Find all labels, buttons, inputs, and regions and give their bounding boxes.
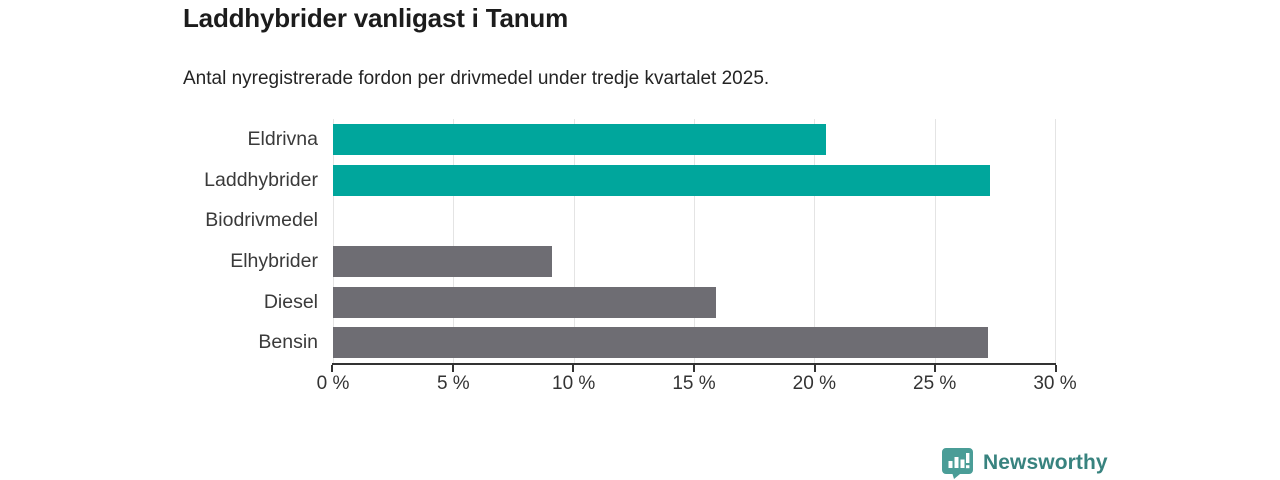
bar-elhybrider: [333, 245, 552, 277]
bar-track: [333, 241, 1055, 282]
bar-track: [333, 282, 1055, 323]
gridline: [453, 119, 455, 363]
category-label: Diesel: [263, 290, 318, 313]
x-axis-tick: [451, 365, 454, 372]
bar-laddhybrider: [333, 164, 991, 196]
newsworthy-logo[interactable]: Newsworthy: [941, 446, 1108, 479]
gridline: [333, 119, 334, 363]
gridline: [573, 119, 575, 363]
x-axis-tick: [693, 365, 695, 372]
x-axis-tick: [572, 365, 575, 372]
plot-area: [333, 119, 1056, 363]
chart-subtitle: Antal nyregistrerade fordon per drivmede…: [183, 68, 770, 89]
gridline: [814, 119, 816, 363]
bar-row: Eldrivna: [0, 119, 1056, 160]
x-axis-tick-label: 10 %: [552, 373, 596, 394]
bar-bensin: [333, 327, 988, 359]
gridline: [694, 119, 695, 363]
x-axis-tick: [1055, 365, 1057, 372]
x-axis-tick-label: 5 %: [436, 373, 470, 394]
bar-row: Diesel: [0, 282, 1056, 323]
bar-row: Biodrivmedel: [0, 200, 1056, 241]
category-label: Eldrivna: [247, 127, 318, 150]
bar-eldrivna: [333, 123, 827, 155]
x-axis-tick-label: 20 %: [792, 373, 836, 394]
bar-diesel: [333, 286, 716, 318]
bar-row: Laddhybrider: [0, 160, 1056, 201]
bar-chart-speech-bubble-icon: [941, 446, 974, 479]
x-axis-tick-label: 25 %: [913, 373, 957, 394]
bar-track: [333, 119, 1055, 160]
bar-track: [333, 322, 1055, 363]
category-label: Bensin: [258, 331, 318, 354]
newsworthy-logo-text: Newsworthy: [983, 450, 1108, 474]
x-axis-tick: [813, 365, 816, 372]
bar-rows: Eldrivna Laddhybrider Biodrivmedel Elhybrid…: [0, 119, 1056, 363]
page-title: Laddhybrider vanligast i Tanum: [183, 3, 569, 33]
x-axis-tick-label: 0 %: [316, 373, 350, 394]
gridline: [1055, 119, 1056, 363]
gridline: [934, 119, 936, 363]
category-label: Laddhybrider: [204, 168, 318, 191]
x-axis-tick: [934, 365, 937, 372]
x-axis-tick-label: 15 %: [672, 373, 716, 394]
bar-row: Bensin: [0, 322, 1056, 363]
category-label: Biodrivmedel: [205, 209, 318, 232]
x-axis: [331, 363, 1057, 372]
x-axis-tick: [331, 365, 333, 372]
bar-row: Elhybrider: [0, 241, 1056, 282]
bar-track: [333, 160, 1055, 201]
category-label: Elhybrider: [230, 249, 318, 272]
bar-track: [333, 200, 1055, 241]
x-axis-tick-label: 30 %: [1033, 373, 1077, 394]
